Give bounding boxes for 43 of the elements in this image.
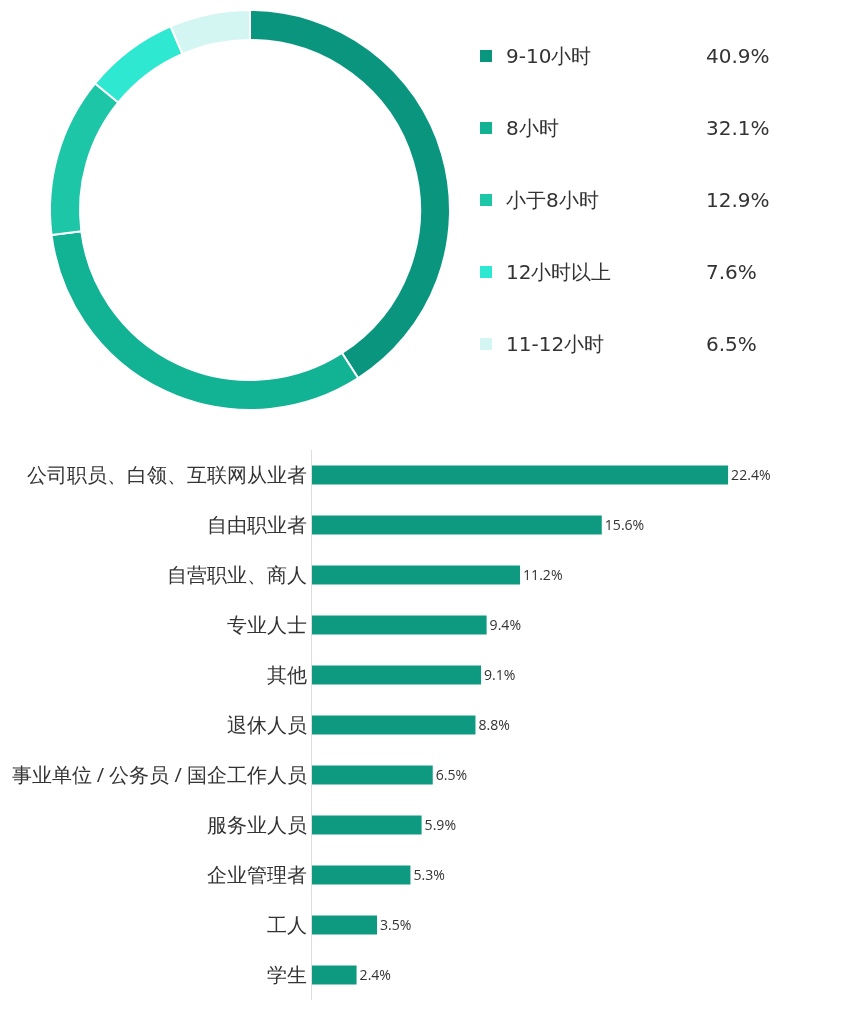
bar (312, 515, 602, 535)
data-label: 5.9% (424, 815, 457, 835)
legend-label: 8小时 (506, 114, 560, 142)
legend-label: 12小时以上 (506, 258, 613, 286)
data-label: 40.9% (706, 44, 770, 68)
data-label: 3.5% (380, 915, 412, 935)
data-label: 9.4% (489, 615, 522, 635)
bar (312, 665, 482, 685)
bar (312, 965, 357, 985)
bar (312, 715, 476, 735)
y-tick-label: 工人 (267, 911, 307, 938)
data-label: 8.8% (478, 715, 510, 735)
data-label: 22.4% (731, 465, 771, 485)
y-tick-label: 学生 (267, 961, 307, 988)
bar (312, 765, 433, 785)
bar (312, 565, 521, 585)
data-label: 15.6% (604, 515, 645, 535)
data-label: 6.5% (435, 765, 468, 785)
bar (312, 465, 729, 485)
data-label: 9.1% (484, 665, 516, 685)
bar (312, 815, 422, 835)
y-tick-label: 自营职业、商人 (167, 561, 307, 588)
bar (312, 615, 487, 635)
data-label: 12.9% (706, 188, 770, 212)
y-tick-label: 企业管理者 (207, 861, 307, 888)
data-label: 7.6% (706, 260, 757, 284)
y-tick-label: 服务业人员 (207, 811, 307, 838)
data-label: 32.1% (706, 116, 770, 140)
data-label: 2.4% (359, 965, 391, 985)
data-label: 6.5% (706, 332, 757, 356)
bar (312, 865, 411, 885)
y-tick-label: 退休人员 (227, 711, 307, 738)
data-label: 11.2% (523, 565, 563, 585)
y-tick-label: 公司职员、白领、互联网从业者 (27, 461, 307, 488)
data-label: 5.3% (413, 865, 445, 885)
y-tick-label: 自由职业者 (207, 511, 307, 538)
legend-label: 9-10小时 (506, 42, 593, 70)
y-tick-label: 专业人士 (227, 611, 307, 638)
legend-label: 小于8小时 (506, 186, 600, 214)
y-tick-label: 其他 (267, 661, 307, 688)
legend-label: 11-12小时 (506, 330, 606, 358)
y-tick-label: 事业单位 / 公务员 / 国企工作人员 (11, 761, 307, 788)
bar (312, 915, 378, 935)
